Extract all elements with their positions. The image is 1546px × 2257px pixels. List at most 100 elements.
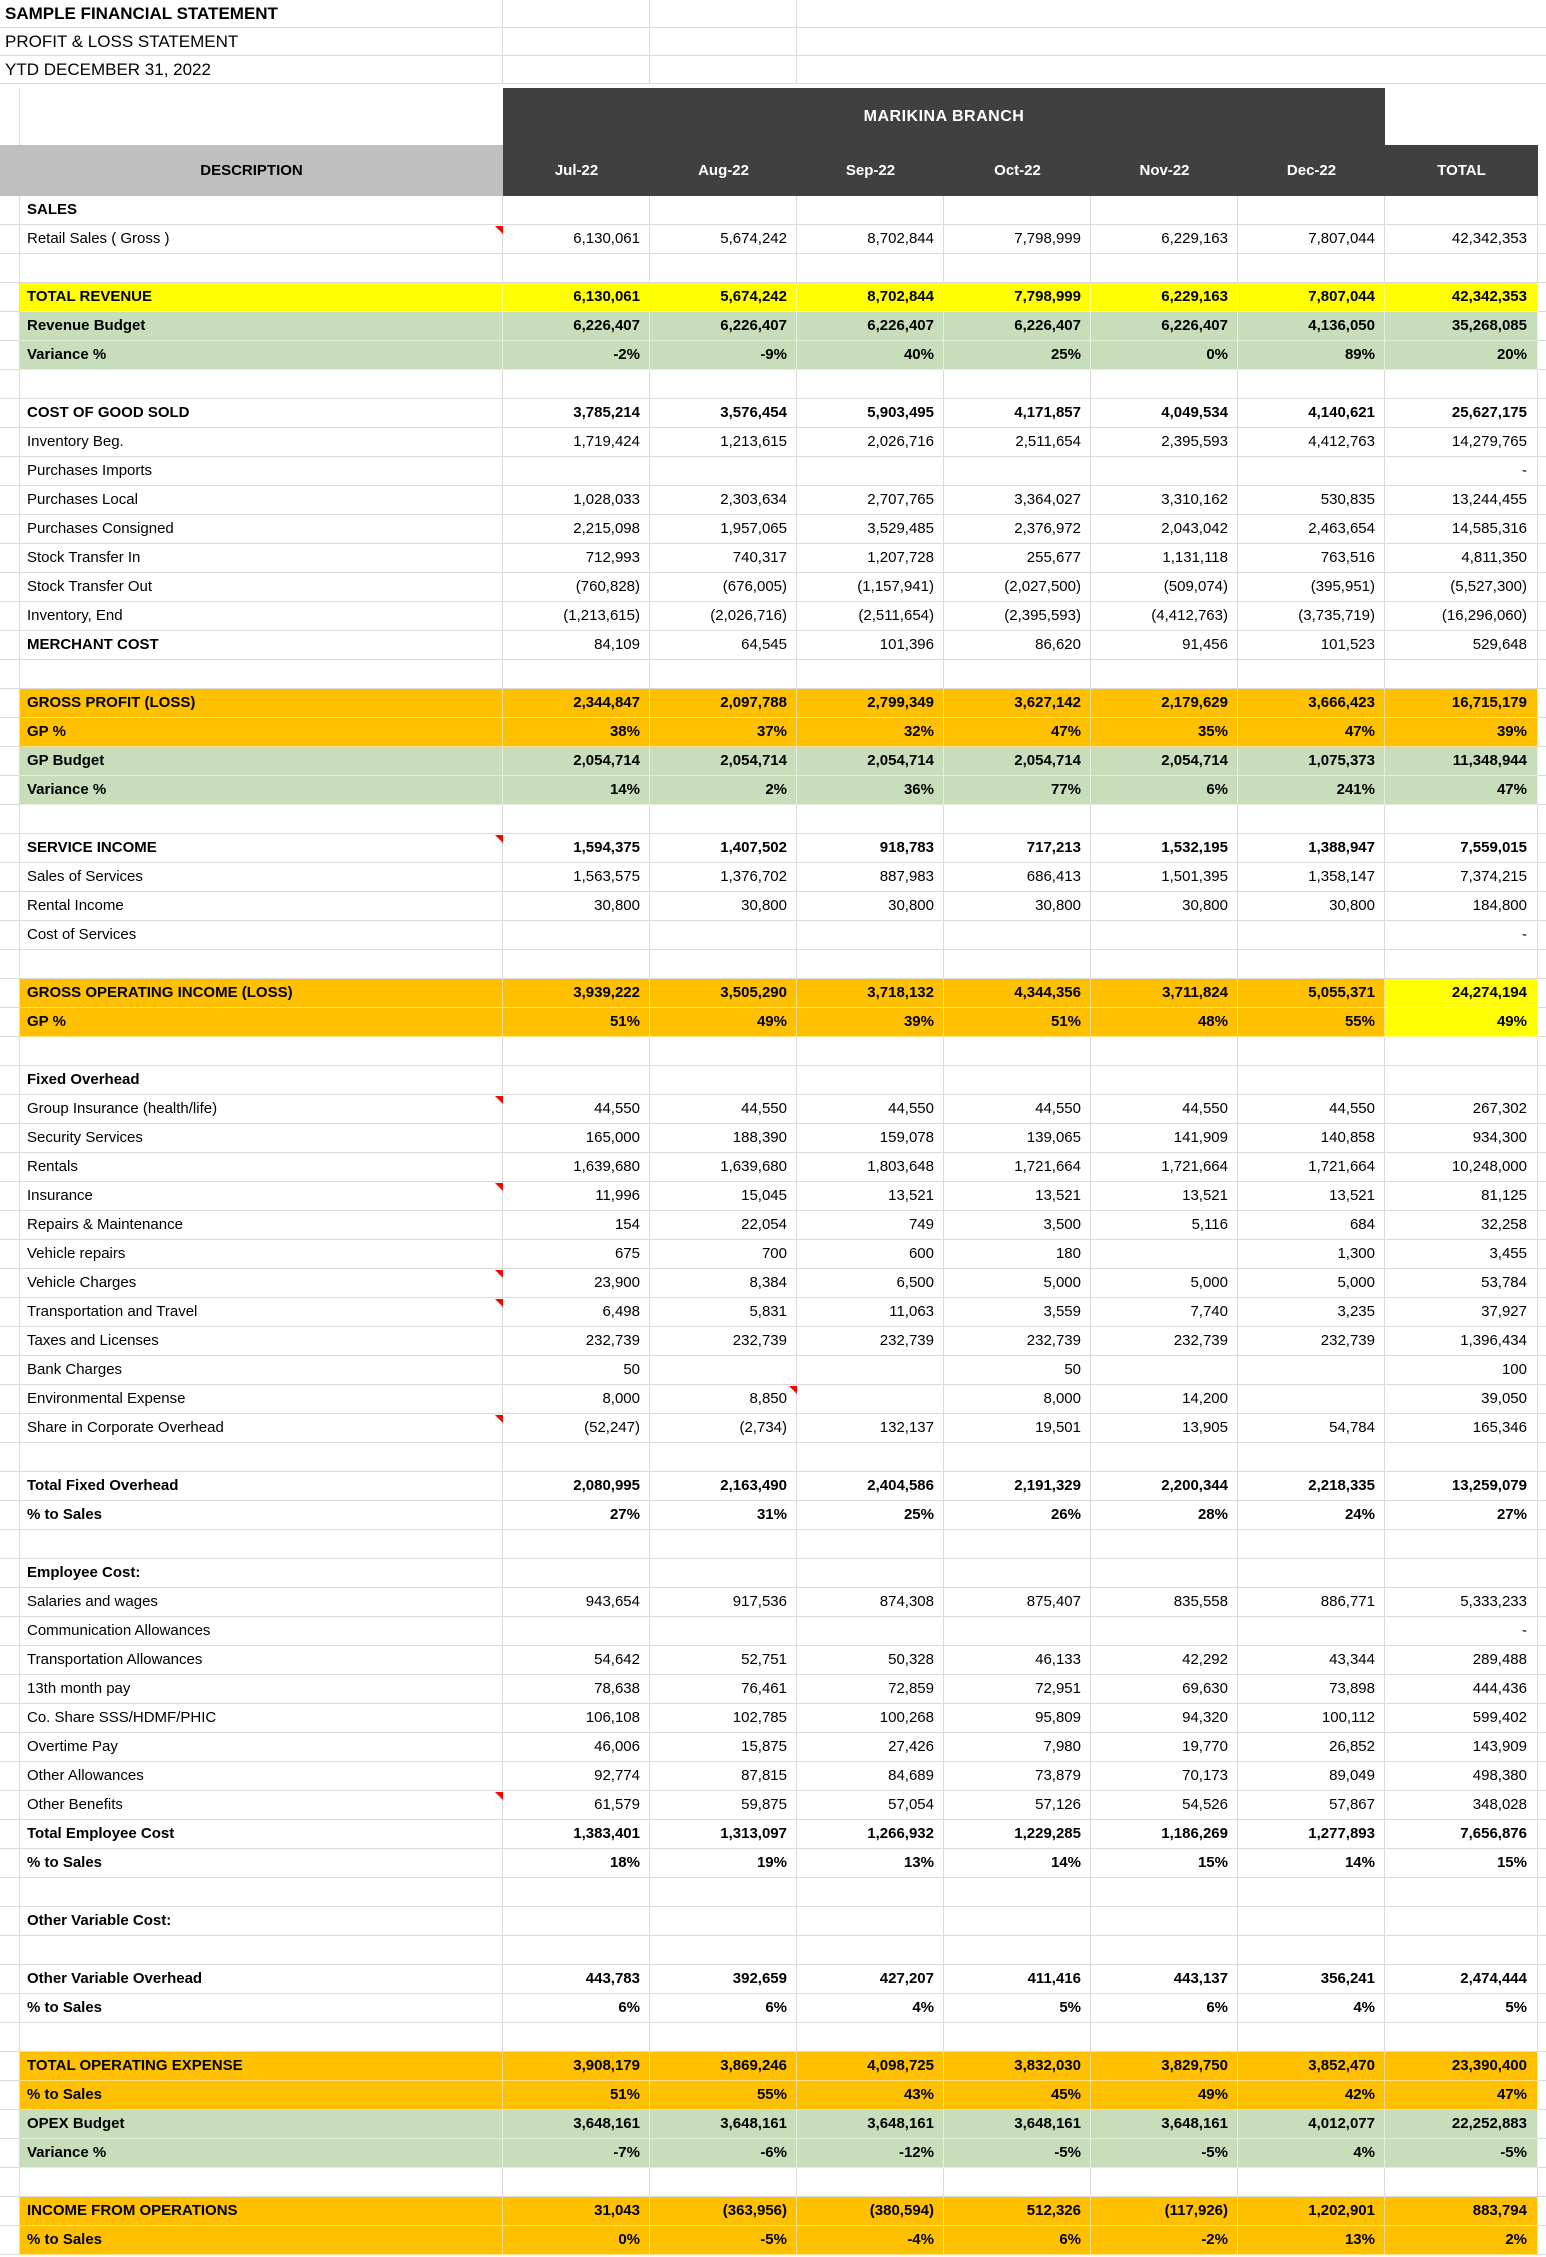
row-label-cell[interactable]: Other Variable Cost: (20, 1907, 503, 1936)
value-cell[interactable]: 2,043,042 (1091, 515, 1238, 544)
value-cell[interactable]: 73,879 (944, 1762, 1091, 1791)
total-value-cell[interactable] (1385, 370, 1538, 399)
value-cell[interactable]: 7,980 (944, 1733, 1091, 1762)
value-cell[interactable]: 1,501,395 (1091, 863, 1238, 892)
value-cell[interactable] (944, 370, 1091, 399)
row-label-cell[interactable]: Purchases Imports (20, 457, 503, 486)
value-cell[interactable]: 76,461 (650, 1675, 797, 1704)
row-label-cell[interactable]: COST OF GOOD SOLD (20, 399, 503, 428)
value-cell[interactable] (503, 1530, 650, 1559)
value-cell[interactable] (944, 1559, 1091, 1588)
value-cell[interactable]: 1,313,097 (650, 1820, 797, 1849)
value-cell[interactable]: 6,229,163 (1091, 283, 1238, 312)
value-cell[interactable]: 6,498 (503, 1298, 650, 1327)
row-label-cell[interactable]: Variance % (20, 776, 503, 805)
value-cell[interactable] (797, 1617, 944, 1646)
value-cell[interactable]: 30,800 (1238, 892, 1385, 921)
value-cell[interactable]: 141,909 (1091, 1124, 1238, 1153)
month-column-header[interactable]: Oct-22 (944, 145, 1091, 196)
row-label-cell[interactable]: % to Sales (20, 1501, 503, 1530)
total-value-cell[interactable]: 37,927 (1385, 1298, 1538, 1327)
value-cell[interactable] (503, 1559, 650, 1588)
value-cell[interactable]: 1,639,680 (650, 1153, 797, 1182)
value-cell[interactable] (650, 1037, 797, 1066)
value-cell[interactable]: 6,226,407 (797, 312, 944, 341)
row-label-cell[interactable]: Vehicle Charges (20, 1269, 503, 1298)
total-value-cell[interactable]: 100 (1385, 1356, 1538, 1385)
row-label-cell[interactable]: OPEX Budget (20, 2110, 503, 2139)
value-cell[interactable]: 6,130,061 (503, 225, 650, 254)
row-label-cell[interactable]: GROSS PROFIT (LOSS) (20, 689, 503, 718)
value-cell[interactable]: (363,956) (650, 2197, 797, 2226)
row-label-cell[interactable]: Variance % (20, 2139, 503, 2168)
value-cell[interactable]: 3,666,423 (1238, 689, 1385, 718)
value-cell[interactable] (1091, 2023, 1238, 2052)
value-cell[interactable] (503, 2023, 650, 2052)
row-label-cell[interactable] (20, 1530, 503, 1559)
row-label-cell[interactable]: Employee Cost: (20, 1559, 503, 1588)
value-cell[interactable] (797, 1385, 944, 1414)
value-cell[interactable] (503, 1617, 650, 1646)
value-cell[interactable] (650, 196, 797, 225)
value-cell[interactable]: 22,054 (650, 1211, 797, 1240)
value-cell[interactable]: 39% (797, 1008, 944, 1037)
value-cell[interactable]: (1,213,615) (503, 602, 650, 631)
value-cell[interactable] (1238, 1617, 1385, 1646)
value-cell[interactable]: 77% (944, 776, 1091, 805)
value-cell[interactable]: 232,739 (1238, 1327, 1385, 1356)
value-cell[interactable]: 19,501 (944, 1414, 1091, 1443)
value-cell[interactable]: (2,395,593) (944, 602, 1091, 631)
value-cell[interactable]: 2,200,344 (1091, 1472, 1238, 1501)
value-cell[interactable] (503, 1037, 650, 1066)
value-cell[interactable] (1238, 370, 1385, 399)
row-label-cell[interactable] (20, 950, 503, 979)
row-label-cell[interactable]: Environmental Expense (20, 1385, 503, 1414)
value-cell[interactable]: (3,735,719) (1238, 602, 1385, 631)
value-cell[interactable]: 101,523 (1238, 631, 1385, 660)
value-cell[interactable]: (117,926) (1091, 2197, 1238, 2226)
value-cell[interactable] (1238, 1037, 1385, 1066)
value-cell[interactable]: 6,229,163 (1091, 225, 1238, 254)
total-value-cell[interactable]: 35,268,085 (1385, 312, 1538, 341)
value-cell[interactable]: 188,390 (650, 1124, 797, 1153)
value-cell[interactable]: 6% (944, 2226, 1091, 2255)
value-cell[interactable]: 1,639,680 (503, 1153, 650, 1182)
value-cell[interactable]: 712,993 (503, 544, 650, 573)
value-cell[interactable]: 2,303,634 (650, 486, 797, 515)
value-cell[interactable]: 64,545 (650, 631, 797, 660)
total-value-cell[interactable]: 5,333,233 (1385, 1588, 1538, 1617)
total-value-cell[interactable]: 15% (1385, 1849, 1538, 1878)
total-value-cell[interactable]: 11,348,944 (1385, 747, 1538, 776)
total-value-cell[interactable]: 165,346 (1385, 1414, 1538, 1443)
value-cell[interactable]: 2,179,629 (1091, 689, 1238, 718)
value-cell[interactable]: 42% (1238, 2081, 1385, 2110)
total-value-cell[interactable]: 42,342,353 (1385, 225, 1538, 254)
value-cell[interactable] (1238, 2168, 1385, 2197)
value-cell[interactable]: 42,292 (1091, 1646, 1238, 1675)
value-cell[interactable]: 1,376,702 (650, 863, 797, 892)
value-cell[interactable]: 57,054 (797, 1791, 944, 1820)
value-cell[interactable] (944, 2023, 1091, 2052)
value-cell[interactable] (797, 2168, 944, 2197)
value-cell[interactable]: 51% (503, 2081, 650, 2110)
row-label-cell[interactable]: Revenue Budget (20, 312, 503, 341)
value-cell[interactable]: 11,996 (503, 1182, 650, 1211)
value-cell[interactable] (944, 254, 1091, 283)
value-cell[interactable] (1238, 1356, 1385, 1385)
value-cell[interactable]: 78,638 (503, 1675, 650, 1704)
value-cell[interactable]: 52,751 (650, 1646, 797, 1675)
row-label-cell[interactable]: Other Allowances (20, 1762, 503, 1791)
value-cell[interactable]: 2,054,714 (1091, 747, 1238, 776)
value-cell[interactable]: 49% (650, 1008, 797, 1037)
value-cell[interactable]: 700 (650, 1240, 797, 1269)
row-label-cell[interactable]: GP Budget (20, 747, 503, 776)
row-label-cell[interactable] (20, 1443, 503, 1472)
value-cell[interactable]: 2,191,329 (944, 1472, 1091, 1501)
row-label-cell[interactable]: Cost of Services (20, 921, 503, 950)
total-value-cell[interactable] (1385, 1907, 1538, 1936)
value-cell[interactable]: 2,376,972 (944, 515, 1091, 544)
value-cell[interactable] (503, 950, 650, 979)
row-label-cell[interactable]: Inventory Beg. (20, 428, 503, 457)
value-cell[interactable] (944, 1066, 1091, 1095)
value-cell[interactable]: 3,648,161 (1091, 2110, 1238, 2139)
